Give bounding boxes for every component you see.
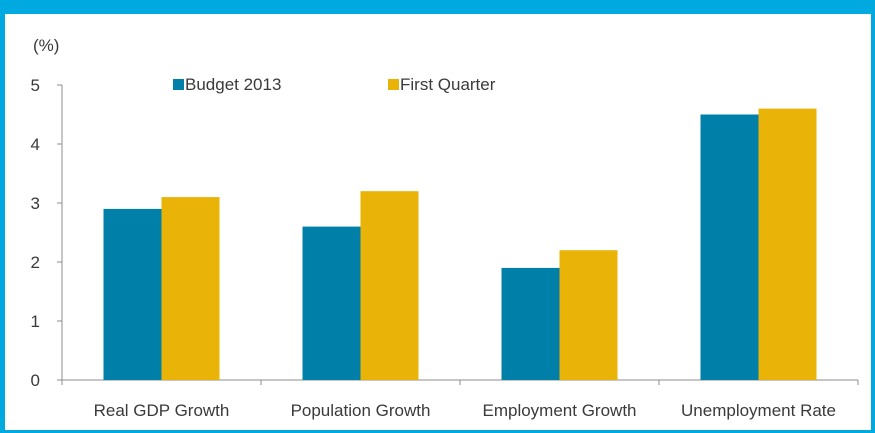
bar-series-1	[103, 208, 162, 380]
y-tick-label: 1	[31, 312, 40, 331]
bar-series-1	[501, 267, 560, 380]
legend-label: First Quarter	[400, 75, 496, 94]
bar-series-2	[360, 191, 419, 380]
bar-series-2	[559, 250, 618, 380]
y-unit-label: (%)	[33, 36, 59, 55]
y-tick-label: 0	[31, 371, 40, 390]
y-tick-label: 2	[31, 253, 40, 272]
bar-series-1	[302, 226, 361, 380]
x-category-label: Population Growth	[291, 401, 431, 420]
legend: Budget 2013 First Quarter	[173, 75, 496, 94]
bars	[103, 108, 817, 380]
y-tick-label: 3	[31, 194, 40, 213]
bar-series-1	[700, 114, 759, 380]
y-tick-label: 5	[31, 76, 40, 95]
x-axis: Real GDP Growth Population Growth Employme…	[61, 379, 859, 420]
bar-series-2	[758, 108, 817, 380]
x-category-label: Employment Growth	[483, 401, 637, 420]
bar-series-2	[161, 197, 220, 380]
legend-swatch	[388, 79, 399, 90]
x-category-label: Real GDP Growth	[94, 401, 230, 420]
legend-swatch	[173, 79, 184, 90]
y-axis: 0 1 2 3 4 5	[31, 76, 63, 390]
y-tick-label: 4	[31, 135, 40, 154]
legend-label: Budget 2013	[185, 75, 281, 94]
x-category-label: Unemployment Rate	[681, 401, 836, 420]
